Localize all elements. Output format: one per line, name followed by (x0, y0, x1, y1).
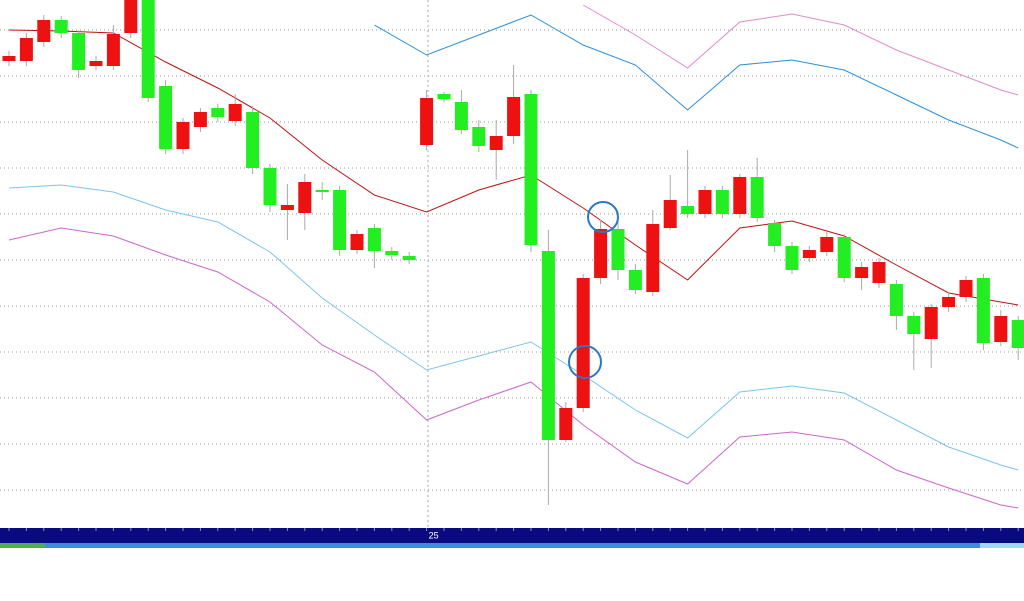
candle-body (994, 316, 1008, 342)
candle-body (489, 136, 503, 150)
candle-body (472, 127, 486, 146)
indicator-line (374, 14, 1019, 149)
candle-body (454, 102, 468, 130)
candle-body (768, 223, 782, 246)
scroll-thumb (0, 543, 45, 548)
candle-body (785, 246, 799, 270)
candle-body (820, 237, 834, 252)
candle-body (889, 284, 903, 316)
candle-body (350, 234, 364, 250)
candle-body (333, 190, 347, 250)
candle-body (228, 104, 242, 121)
time-bar (0, 528, 1024, 543)
candle-body (715, 190, 729, 214)
candle-body (193, 112, 207, 127)
candle-body (524, 94, 538, 245)
highlight-circle (587, 201, 619, 233)
candle-body (594, 229, 608, 278)
candle-body (37, 20, 51, 42)
candle-body (1011, 320, 1024, 348)
candle-body (19, 38, 33, 61)
candle-body (280, 205, 294, 210)
candle-body (89, 61, 103, 66)
candle-body (402, 256, 416, 260)
candle-body (298, 182, 312, 213)
candle-body (507, 97, 521, 136)
candle-body (263, 168, 277, 205)
indicator-line (8, 227, 1019, 509)
candle-body (437, 94, 451, 99)
candle-body (646, 224, 660, 292)
candle-body (628, 270, 642, 290)
candle-body (855, 267, 869, 278)
candle-body (176, 122, 190, 149)
candle-body (559, 408, 573, 440)
candle-body (959, 280, 973, 297)
indicator-line (582, 4, 1019, 96)
scroll-end (980, 543, 1024, 548)
candle-body (837, 237, 851, 278)
candle-body (976, 278, 990, 343)
indicator-line (8, 184, 1019, 471)
candle-body (942, 297, 956, 307)
candle-body (159, 86, 173, 149)
candle-body (924, 307, 938, 339)
candle-body (2, 56, 16, 61)
candle-body (385, 251, 399, 255)
candle-body (750, 177, 764, 218)
candle-body (733, 177, 747, 214)
candle-body (576, 278, 590, 408)
candle-body (54, 20, 68, 33)
scroll-bar (0, 543, 1024, 548)
candle-body (907, 316, 921, 334)
candle-body (141, 0, 155, 98)
candle-body (246, 112, 260, 168)
candle-body (802, 250, 816, 258)
candle-body (315, 190, 329, 192)
candle-body (872, 262, 886, 283)
candle-body (663, 200, 677, 228)
candle-body (367, 228, 381, 251)
x-tick-label: 25 (429, 530, 439, 540)
candle-body (124, 0, 138, 33)
candle-body (420, 98, 434, 145)
highlight-circle (568, 345, 602, 379)
candle-body (611, 229, 625, 270)
candle-body (681, 206, 695, 214)
candle-body (211, 108, 225, 117)
candle-body (106, 34, 120, 66)
candle-body (72, 33, 86, 70)
candle-body (541, 251, 555, 440)
candle-body (698, 190, 712, 214)
